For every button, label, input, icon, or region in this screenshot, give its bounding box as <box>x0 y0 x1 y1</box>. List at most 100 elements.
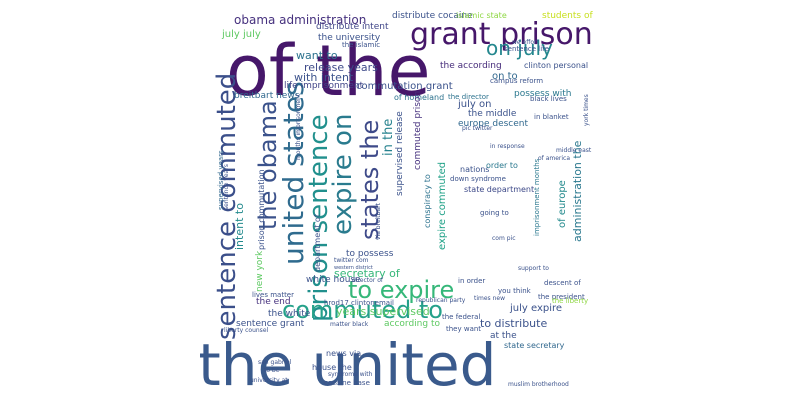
cloud-word: imprisonment months <box>533 158 541 236</box>
cloud-word: on july <box>486 36 553 60</box>
cloud-word: the according <box>440 61 502 71</box>
cloud-word: july july <box>222 29 261 40</box>
cloud-word: possess with <box>514 89 572 99</box>
cloud-word: students of <box>542 11 593 21</box>
cloud-word: house the <box>312 363 352 372</box>
cloud-word: release years <box>304 61 378 74</box>
cloud-word: news via <box>326 349 362 358</box>
cloud-word: obama administration <box>234 13 367 27</box>
word-cloud: of the the united grant prison sentence … <box>200 10 600 390</box>
cloud-word: san gabriel <box>258 359 292 366</box>
cloud-word: breitbart news <box>234 91 300 101</box>
cloud-word: july on <box>458 99 492 110</box>
cloud-word: muslim brotherhood <box>508 381 569 388</box>
cloud-word: of america <box>538 155 571 162</box>
cloud-word: the president <box>538 293 585 301</box>
cloud-word: life imprisonment <box>284 81 364 91</box>
cloud-word: com pic <box>492 235 516 242</box>
cloud-word: on to <box>492 71 518 82</box>
cloud-word: campus reform <box>490 77 544 85</box>
cloud-word: western district <box>334 265 373 271</box>
cloud-word: state department <box>464 185 535 194</box>
cloud-word: to possess <box>346 249 394 259</box>
cloud-word: commuted prison <box>413 90 423 170</box>
cloud-word: secretary of <box>334 267 400 280</box>
cloud-word: expire on <box>328 113 358 235</box>
cloud-word: months imprisonment <box>295 93 302 160</box>
cloud-word: sentence grant <box>236 319 305 329</box>
cloud-word: lives matter <box>252 291 294 299</box>
cloud-word: department of <box>313 214 322 272</box>
cloud-word: distribute cocaine <box>392 11 473 21</box>
cloud-word: according to <box>384 319 440 329</box>
cloud-word: with intent <box>294 71 354 84</box>
cloud-word: clinton personal <box>524 61 589 70</box>
cloud-word: europe descent <box>458 119 529 129</box>
cloud-word: state secretary <box>504 341 565 350</box>
cloud-word: middle east <box>556 147 592 154</box>
cloud-word: nations <box>460 165 490 174</box>
cloud-word: cocaine base <box>324 379 370 387</box>
cloud-word: want to <box>296 49 338 62</box>
cloud-word: via breitbart <box>375 203 382 240</box>
cloud-word: the federal <box>442 313 481 321</box>
cloud-word: they want <box>446 325 482 333</box>
cloud-word: administration the <box>571 140 584 242</box>
cloud-word: order to <box>486 161 518 170</box>
cloud-word: descent of <box>544 279 581 287</box>
cloud-word: distribute intent <box>316 22 389 32</box>
cloud-word: you think <box>498 287 531 295</box>
cloud-word: syndrome with <box>328 371 373 378</box>
cloud-word: the liberty <box>552 297 589 305</box>
cloud-word: the university <box>318 33 381 43</box>
cloud-word: york times <box>583 94 590 126</box>
cloud-word: the director <box>448 93 489 101</box>
cloud-word: conspiracy to <box>423 174 432 228</box>
cloud-word: at the <box>490 331 517 341</box>
cloud-word: of europe <box>557 180 568 228</box>
cloud-word: of the <box>226 30 431 112</box>
cloud-word: republican party <box>416 297 466 304</box>
cloud-word: times new <box>474 295 505 302</box>
cloud-word: years supervised <box>336 305 430 318</box>
cloud-word: support to <box>518 265 549 272</box>
cloud-word: hrod17 clintonemail <box>324 299 394 307</box>
cloud-word: grant prison <box>410 17 593 52</box>
cloud-word: the middle <box>468 109 517 119</box>
cloud-word: down syndrome <box>450 175 506 183</box>
cloud-word: director of <box>352 277 383 284</box>
cloud-word: white house <box>306 275 361 285</box>
cloud-word: going to <box>480 209 509 217</box>
cloud-word: the islamic <box>342 41 381 49</box>
cloud-word: commuted to <box>282 296 443 324</box>
cloud-word: to distribute <box>480 317 548 330</box>
cloud-word: the united <box>200 331 497 390</box>
cloud-word: sentence life <box>504 45 549 53</box>
cloud-word: july expire <box>510 303 563 314</box>
cloud-word: to expire <box>348 276 455 304</box>
cloud-word: university at <box>250 377 288 384</box>
cloud-word: islamic state <box>456 11 507 20</box>
cloud-word: in order <box>458 277 486 285</box>
cloud-word: of homeland <box>394 93 445 102</box>
cloud-word: in response <box>490 143 525 150</box>
cloud-word: the white <box>268 309 311 319</box>
cloud-word: we effort <box>512 39 539 46</box>
cloud-word: intent to <box>233 203 246 250</box>
cloud-word: prison commutation <box>257 169 266 250</box>
cloud-word: to be <box>264 367 280 374</box>
cloud-word: in the <box>381 118 396 156</box>
cloud-word: twitter com <box>334 257 369 264</box>
cloud-word: the end <box>256 297 291 307</box>
cloud-word: pic twitter <box>462 125 493 132</box>
cloud-word: in blanket <box>534 113 569 121</box>
cloud-word: expire commuted <box>437 161 448 250</box>
cloud-word: supervised release <box>395 111 405 196</box>
cloud-word: new york <box>255 250 265 292</box>
cloud-word: black lives <box>530 95 567 103</box>
cloud-word: sentence years <box>223 164 230 210</box>
cloud-word: matter black <box>330 321 369 328</box>
cloud-word: liberty counsel <box>224 327 269 334</box>
cloud-word: commutation grant <box>356 81 453 92</box>
